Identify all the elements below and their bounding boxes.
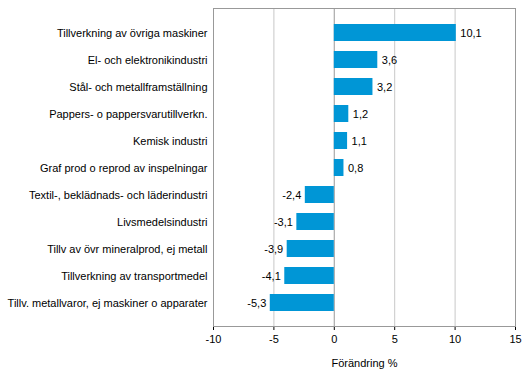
svg-text:-5,3: -5,3 [247, 297, 266, 309]
svg-text:15: 15 [509, 333, 521, 345]
svg-text:El- och elektronikindustri: El- och elektronikindustri [88, 54, 208, 66]
svg-text:-3,9: -3,9 [264, 243, 283, 255]
svg-text:1,1: 1,1 [352, 135, 367, 147]
svg-text:-10: -10 [206, 333, 222, 345]
svg-text:10: 10 [449, 333, 461, 345]
svg-text:-4,1: -4,1 [262, 270, 281, 282]
svg-text:1,2: 1,2 [353, 108, 368, 120]
svg-text:Tillverkning av övriga maskine: Tillverkning av övriga maskiner [57, 27, 208, 39]
svg-text:Livsmedelsindustri: Livsmedelsindustri [117, 216, 207, 228]
svg-text:-2,4: -2,4 [282, 189, 301, 201]
svg-text:10,1: 10,1 [460, 27, 481, 39]
svg-text:-3,1: -3,1 [274, 216, 293, 228]
svg-text:Tillv. metallvaror, ej maskine: Tillv. metallvaror, ej maskiner o appara… [8, 297, 208, 309]
svg-text:Kemisk industri: Kemisk industri [133, 135, 208, 147]
svg-text:3,6: 3,6 [382, 54, 397, 66]
svg-text:Förändring %: Förändring % [331, 357, 397, 369]
svg-text:Tillverkning av transportmedel: Tillverkning av transportmedel [61, 270, 207, 282]
svg-text:Pappers- o pappersvarutillverk: Pappers- o pappersvarutillverkn. [49, 108, 207, 120]
svg-text:Stål- och metallframställning: Stål- och metallframställning [69, 81, 207, 93]
svg-text:0: 0 [331, 333, 337, 345]
svg-text:0,8: 0,8 [348, 162, 363, 174]
svg-text:Textil-, beklädnads- och läder: Textil-, beklädnads- och läderindustri [29, 189, 208, 201]
svg-text:5: 5 [392, 333, 398, 345]
svg-text:3,2: 3,2 [377, 81, 392, 93]
svg-text:Tillv av övr mineralprod, ej m: Tillv av övr mineralprod, ej metall [47, 243, 207, 255]
svg-text:-5: -5 [269, 333, 279, 345]
svg-text:Graf prod o reprod av inspelni: Graf prod o reprod av inspelningar [40, 162, 208, 174]
